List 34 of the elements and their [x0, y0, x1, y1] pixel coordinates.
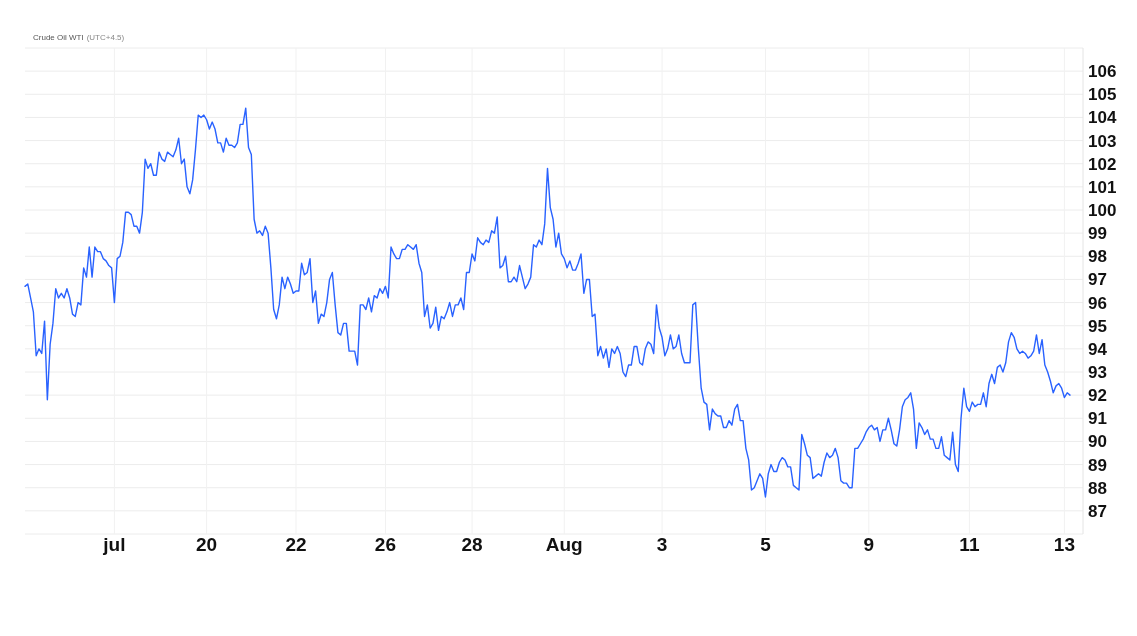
y-tick-label: 93 [1088, 362, 1107, 382]
y-tick-label: 104 [1088, 108, 1117, 128]
y-tick-label: 92 [1088, 386, 1107, 406]
y-tick-label: 98 [1088, 247, 1107, 267]
y-tick-label: 102 [1088, 154, 1117, 174]
y-tick-label: 91 [1088, 409, 1107, 429]
y-tick-label: 89 [1088, 455, 1107, 475]
x-tick-label: 28 [461, 534, 483, 555]
y-tick-label: 90 [1088, 432, 1107, 452]
x-tick-label: 26 [374, 534, 397, 555]
y-tick-label: 97 [1088, 270, 1107, 290]
y-tick-label: 88 [1088, 478, 1107, 498]
y-tick-label: 100 [1088, 200, 1117, 220]
y-tick-label: 95 [1088, 316, 1107, 336]
x-tick-label: Aug [545, 534, 583, 555]
x-tick-label: 3 [656, 534, 668, 555]
x-tick-label: 13 [1053, 534, 1075, 555]
y-tick-label: 101 [1088, 177, 1117, 197]
x-tick-label: 11 [959, 534, 980, 555]
line-series [24, 107, 1071, 498]
y-tick-label: 87 [1088, 501, 1107, 521]
x-tick-label: 20 [196, 534, 218, 555]
x-tick-label: 5 [760, 534, 772, 555]
y-tick-label: 96 [1088, 293, 1107, 313]
y-tick-label: 106 [1088, 62, 1117, 82]
chart-title: Crude Oil WTI [33, 33, 84, 42]
y-tick-label: 105 [1088, 85, 1117, 105]
y-tick-label: 99 [1088, 224, 1107, 244]
y-tick-label: 94 [1088, 339, 1108, 359]
chart-subtitle: (UTC+4.5) [86, 33, 125, 42]
x-tick-label: 9 [863, 534, 875, 555]
x-tick-label: jul [102, 534, 126, 555]
x-tick-label: 22 [285, 534, 307, 555]
y-tick-label: 103 [1088, 131, 1117, 151]
